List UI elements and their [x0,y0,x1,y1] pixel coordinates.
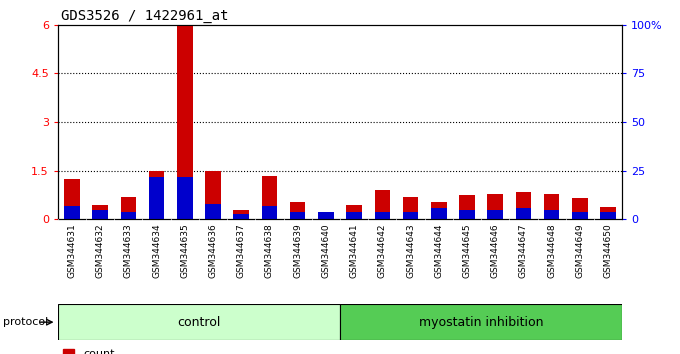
Text: myostatin inhibition: myostatin inhibition [419,316,543,329]
Bar [233,213,249,219]
Text: GSM344640: GSM344640 [322,224,330,278]
Text: GSM344638: GSM344638 [265,224,274,278]
Bar [340,304,622,340]
Bar [290,212,305,219]
Bar [375,190,390,219]
Bar [262,206,277,219]
Bar [318,212,334,219]
Text: GSM344635: GSM344635 [180,224,189,278]
Bar [120,212,136,219]
Bar [346,212,362,219]
Text: GSM344634: GSM344634 [152,224,161,278]
Bar [92,210,108,219]
Text: GSM344650: GSM344650 [604,224,613,278]
Text: GSM344639: GSM344639 [293,224,302,278]
Bar [233,210,249,219]
Text: GSM344644: GSM344644 [435,224,443,278]
Bar [488,210,503,219]
Bar [346,205,362,219]
Text: GSM344632: GSM344632 [96,224,105,278]
Bar [600,212,616,219]
Bar [64,179,80,219]
Text: GSM344649: GSM344649 [575,224,584,278]
Bar [431,208,447,219]
Bar [149,171,165,219]
Bar [262,176,277,219]
Text: GDS3526 / 1422961_at: GDS3526 / 1422961_at [61,9,228,23]
Text: GSM344636: GSM344636 [209,224,218,278]
Bar [58,304,340,340]
Bar [92,205,108,219]
Bar [572,198,588,219]
Bar [459,210,475,219]
Bar [290,202,305,219]
Bar [515,208,531,219]
Text: GSM344646: GSM344646 [491,224,500,278]
Bar [459,195,475,219]
Legend: count, percentile rank within the sample: count, percentile rank within the sample [63,349,271,354]
Text: GSM344643: GSM344643 [406,224,415,278]
Text: control: control [177,316,220,329]
Text: GSM344642: GSM344642 [378,224,387,278]
Bar [205,171,221,219]
Bar [515,192,531,219]
Text: GSM344647: GSM344647 [519,224,528,278]
Bar [544,194,560,219]
Text: GSM344631: GSM344631 [67,224,76,278]
Bar [544,210,560,219]
Bar [403,197,418,219]
Text: protocol: protocol [3,317,49,327]
Bar [431,202,447,219]
Text: GSM344633: GSM344633 [124,224,133,278]
Bar [149,177,165,219]
Bar [318,218,334,219]
Bar [488,194,503,219]
Bar [205,204,221,219]
Bar [64,206,80,219]
Bar [572,212,588,219]
Bar [120,197,136,219]
Text: GSM344641: GSM344641 [350,224,358,278]
Bar [600,206,616,219]
Text: GSM344648: GSM344648 [547,224,556,278]
Bar [375,212,390,219]
Text: GSM344645: GSM344645 [462,224,471,278]
Bar [403,212,418,219]
Text: GSM344637: GSM344637 [237,224,245,278]
Bar [177,25,192,219]
Bar [177,177,192,219]
